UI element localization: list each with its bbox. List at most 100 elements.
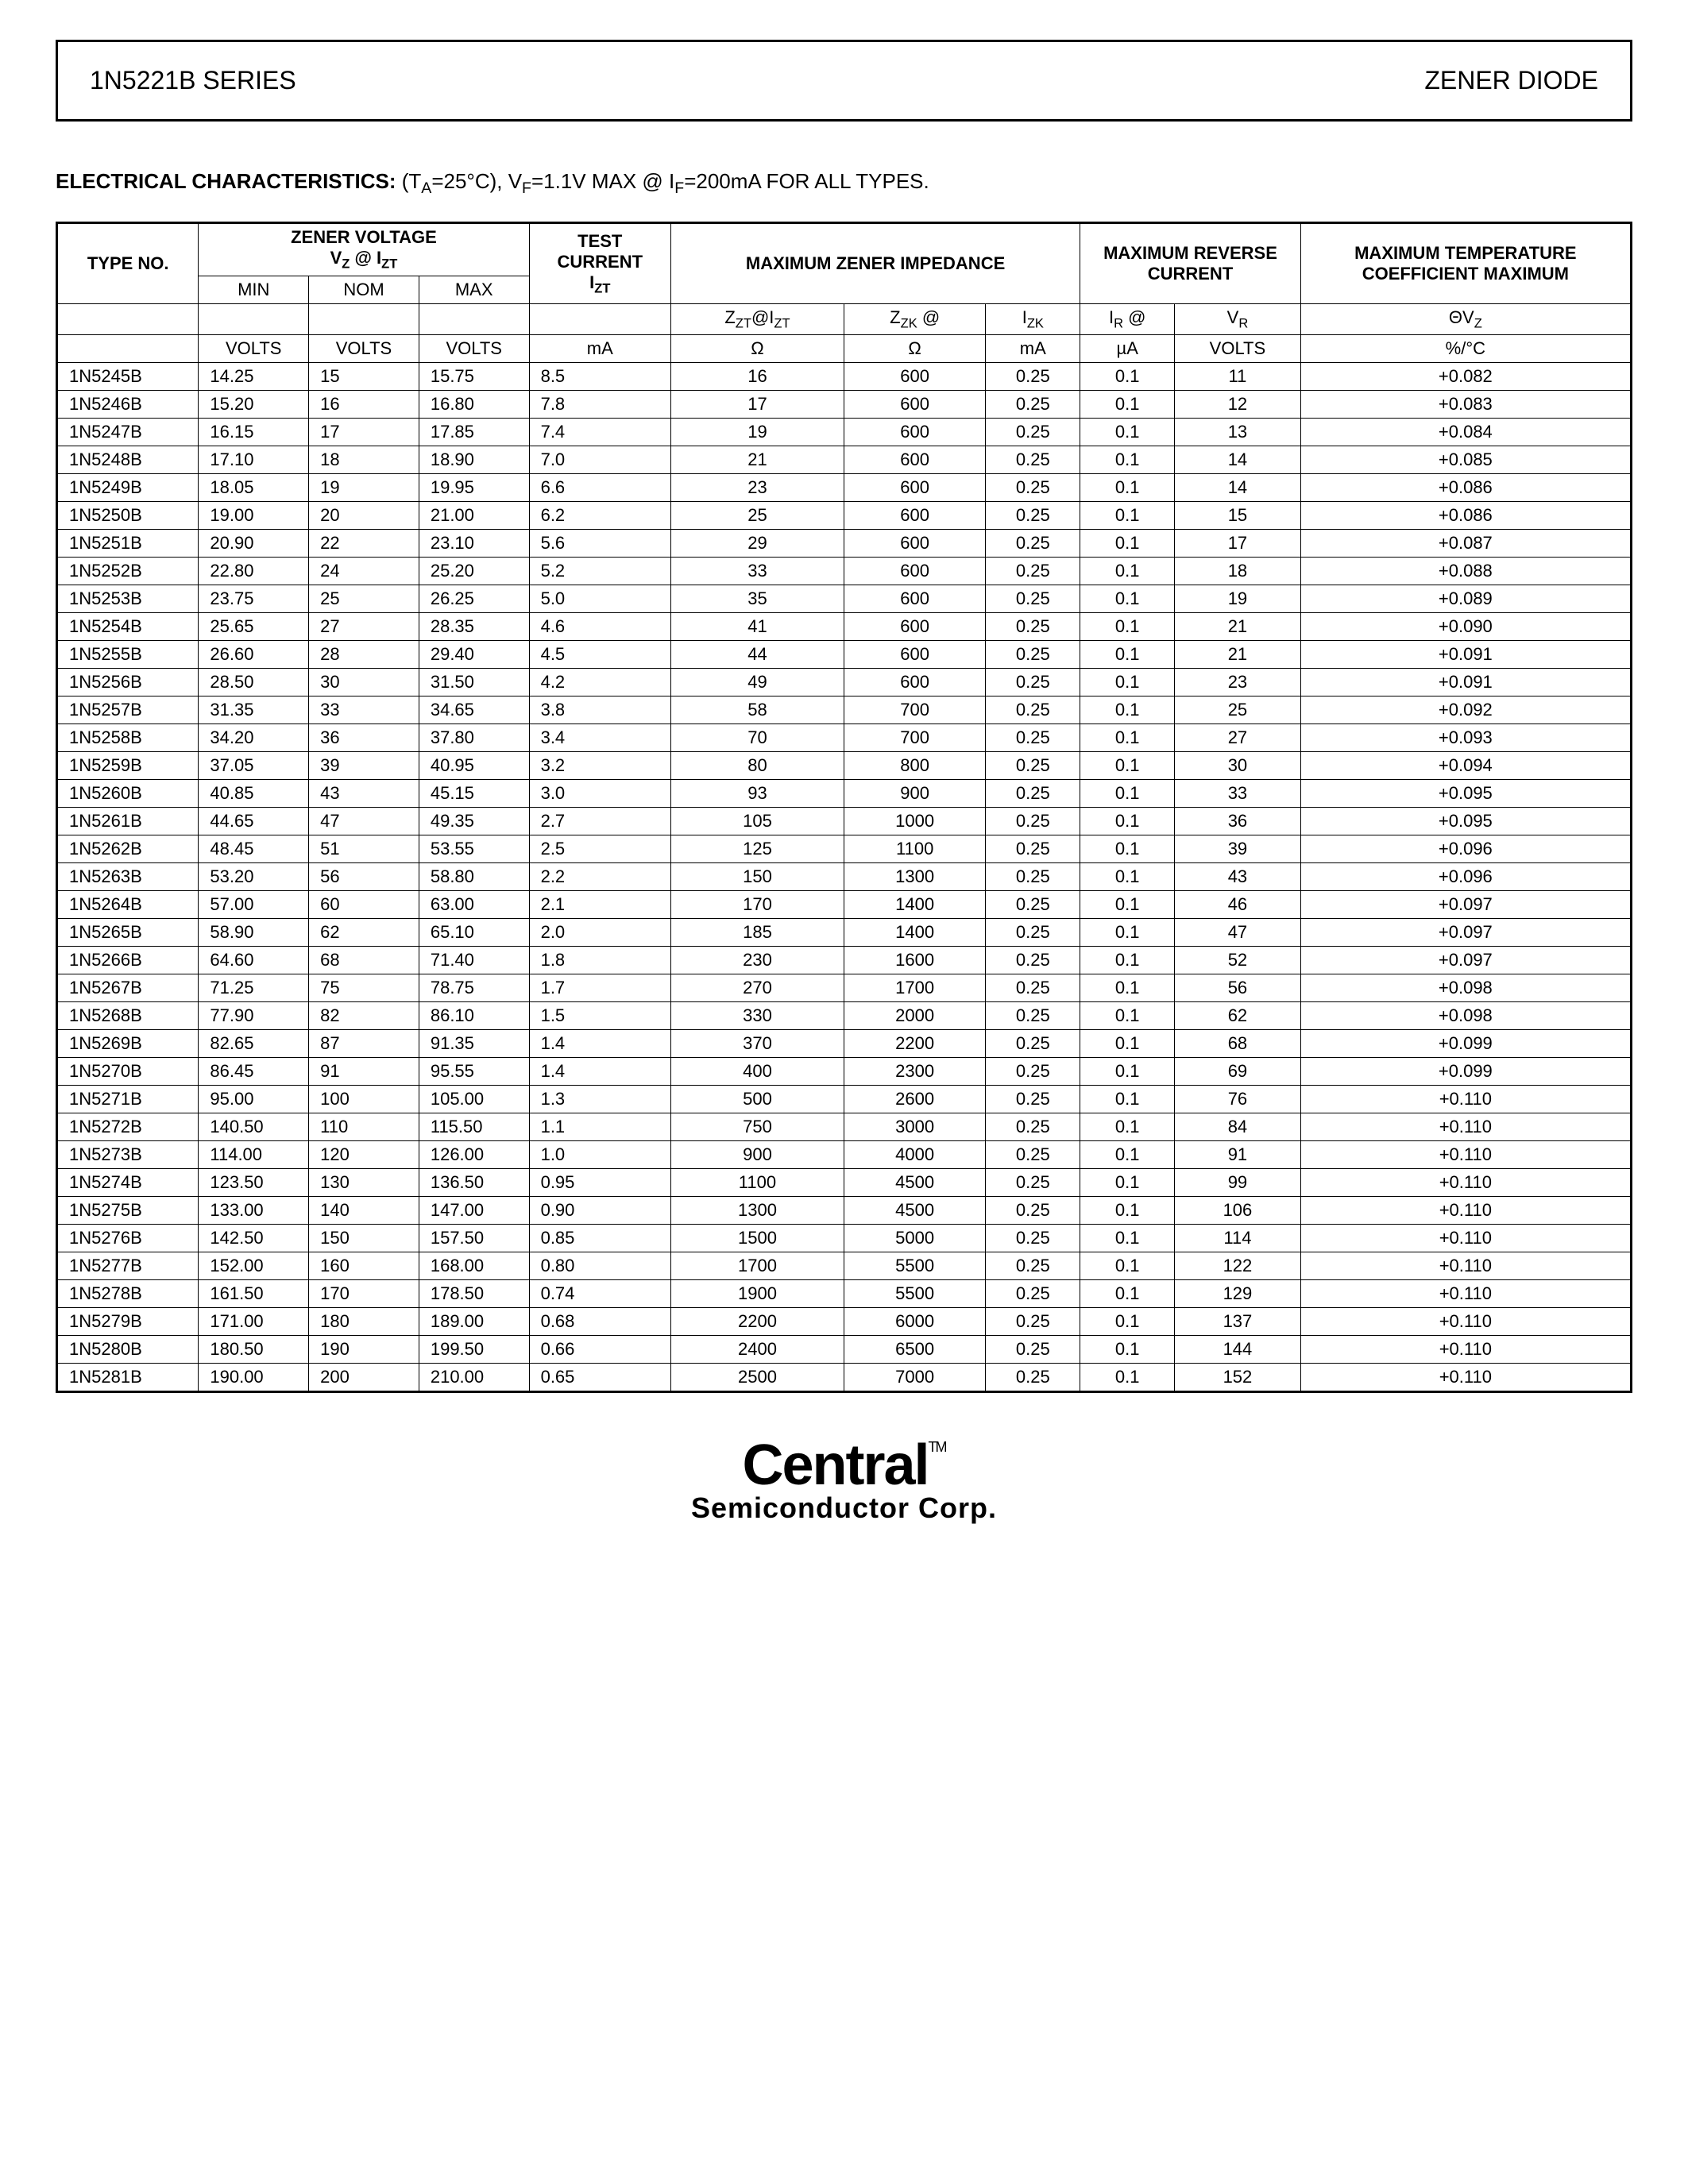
table-cell: 1.8 <box>529 946 670 974</box>
col-zzk: ZZK @ <box>844 303 985 334</box>
table-cell: 87 <box>309 1029 419 1057</box>
table-row: 1N5265B58.906265.102.018514000.250.147+0… <box>57 918 1632 946</box>
table-cell: 68 <box>309 946 419 974</box>
table-cell: 2.5 <box>529 835 670 862</box>
table-cell: 0.1 <box>1080 918 1175 946</box>
table-cell: 31.35 <box>199 696 309 723</box>
table-cell: 29.40 <box>419 640 529 668</box>
table-cell: 20.90 <box>199 529 309 557</box>
table-cell: 7000 <box>844 1363 985 1391</box>
col-test-current: TEST CURRENT IZT <box>529 223 670 303</box>
table-cell: 100 <box>309 1085 419 1113</box>
table-cell: 1N5260B <box>57 779 199 807</box>
table-cell: 190.00 <box>199 1363 309 1391</box>
table-cell: 24 <box>309 557 419 585</box>
table-cell: 1.4 <box>529 1057 670 1085</box>
table-cell: 125 <box>670 835 844 862</box>
table-cell: +0.092 <box>1300 696 1631 723</box>
table-cell: 52 <box>1175 946 1301 974</box>
table-cell: 17 <box>670 390 844 418</box>
table-cell: 400 <box>670 1057 844 1085</box>
table-cell: 44.65 <box>199 807 309 835</box>
table-cell: 2.7 <box>529 807 670 835</box>
unit-volts4: VOLTS <box>1175 334 1301 362</box>
col-max-impedance: MAXIMUM ZENER IMPEDANCE <box>670 223 1080 303</box>
table-cell: 1N5252B <box>57 557 199 585</box>
table-cell: 1N5262B <box>57 835 199 862</box>
table-cell: 160 <box>309 1252 419 1279</box>
table-cell: 1400 <box>844 890 985 918</box>
table-cell: 600 <box>844 612 985 640</box>
table-cell: +0.096 <box>1300 862 1631 890</box>
table-cell: 21 <box>1175 612 1301 640</box>
table-cell: 150 <box>309 1224 419 1252</box>
table-cell: 40.95 <box>419 751 529 779</box>
table-cell: 64.60 <box>199 946 309 974</box>
table-cell: 1000 <box>844 807 985 835</box>
col-vr: VR <box>1175 303 1301 334</box>
table-cell: 1N5268B <box>57 1001 199 1029</box>
table-row: 1N5257B31.353334.653.8587000.250.125+0.0… <box>57 696 1632 723</box>
table-cell: +0.083 <box>1300 390 1631 418</box>
table-cell: 15.75 <box>419 362 529 390</box>
table-cell: 95.00 <box>199 1085 309 1113</box>
table-cell: 114 <box>1175 1224 1301 1252</box>
table-cell: 69 <box>1175 1057 1301 1085</box>
table-cell: 0.1 <box>1080 612 1175 640</box>
table-cell: 0.1 <box>1080 696 1175 723</box>
table-cell: 140 <box>309 1196 419 1224</box>
table-cell: +0.110 <box>1300 1140 1631 1168</box>
table-cell: 0.25 <box>986 1252 1080 1279</box>
table-cell: 1N5267B <box>57 974 199 1001</box>
table-cell: 1N5279B <box>57 1307 199 1335</box>
table-cell: 0.25 <box>986 862 1080 890</box>
table-cell: 14 <box>1175 473 1301 501</box>
table-cell: 0.25 <box>986 1085 1080 1113</box>
series-title: 1N5221B SERIES <box>90 66 296 95</box>
table-cell: 180.50 <box>199 1335 309 1363</box>
table-cell: 1N5280B <box>57 1335 199 1363</box>
table-cell: 0.25 <box>986 946 1080 974</box>
table-cell: 0.68 <box>529 1307 670 1335</box>
table-cell: 4.6 <box>529 612 670 640</box>
table-cell: 0.25 <box>986 473 1080 501</box>
table-cell: 7.4 <box>529 418 670 446</box>
table-cell: 900 <box>844 779 985 807</box>
table-row: 1N5260B40.854345.153.0939000.250.133+0.0… <box>57 779 1632 807</box>
table-cell: 15 <box>1175 501 1301 529</box>
table-cell: 5500 <box>844 1252 985 1279</box>
table-cell: 0.90 <box>529 1196 670 1224</box>
table-row: 1N5269B82.658791.351.437022000.250.168+0… <box>57 1029 1632 1057</box>
table-cell: 57.00 <box>199 890 309 918</box>
table-cell: +0.096 <box>1300 835 1631 862</box>
table-row: 1N5276B142.50150157.500.85150050000.250.… <box>57 1224 1632 1252</box>
table-cell: 1300 <box>844 862 985 890</box>
table-cell: 0.1 <box>1080 1001 1175 1029</box>
table-cell: 1N5270B <box>57 1057 199 1085</box>
table-row: 1N5255B26.602829.404.5446000.250.121+0.0… <box>57 640 1632 668</box>
table-cell: 1N5245B <box>57 362 199 390</box>
table-cell: 1900 <box>670 1279 844 1307</box>
table-cell: 5000 <box>844 1224 985 1252</box>
table-cell: 17.10 <box>199 446 309 473</box>
table-cell: 750 <box>670 1113 844 1140</box>
table-cell: 230 <box>670 946 844 974</box>
table-cell: 0.1 <box>1080 501 1175 529</box>
table-cell: 25 <box>1175 696 1301 723</box>
table-cell: 0.1 <box>1080 1029 1175 1057</box>
table-cell: 0.25 <box>986 612 1080 640</box>
table-cell: 76 <box>1175 1085 1301 1113</box>
table-cell: 0.25 <box>986 501 1080 529</box>
table-cell: 35 <box>670 585 844 612</box>
table-cell: 0.25 <box>986 529 1080 557</box>
table-cell: 600 <box>844 390 985 418</box>
table-cell: 91 <box>1175 1140 1301 1168</box>
table-cell: 1N5248B <box>57 446 199 473</box>
table-cell: 41 <box>670 612 844 640</box>
table-cell: 0.1 <box>1080 1279 1175 1307</box>
table-cell: 1400 <box>844 918 985 946</box>
col-zener-voltage: ZENER VOLTAGE VZ @ IZT <box>199 223 529 276</box>
table-cell: 1N5253B <box>57 585 199 612</box>
table-cell: 25.20 <box>419 557 529 585</box>
table-cell: 0.1 <box>1080 529 1175 557</box>
